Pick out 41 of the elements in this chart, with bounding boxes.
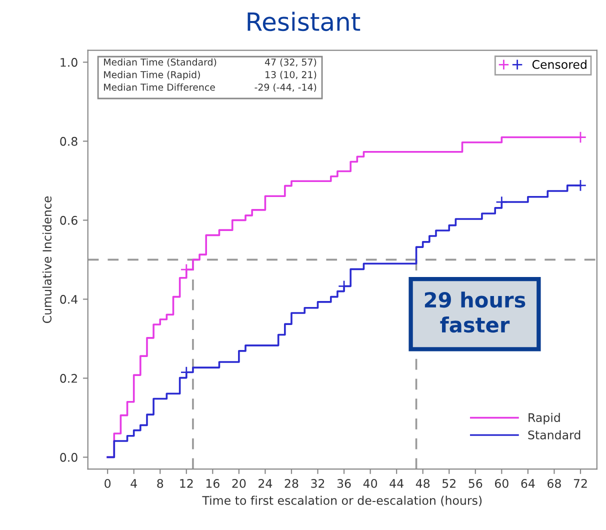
annotation: Median Time (Standard) (104, 58, 216, 67)
annotation: -29 (-44, -14) (254, 83, 316, 92)
x-tick-label: 52 (442, 478, 456, 488)
x-tick-label: 28 (284, 478, 298, 488)
annotation: Median Time (Rapid) (104, 70, 200, 80)
x-axis-title: Time to first escalation or de-escalation (hours) (202, 496, 482, 506)
x-tick-label: 44 (390, 479, 404, 488)
annotation: 29 hours faster (424, 292, 526, 333)
y-tick-label: 0.6 (60, 216, 78, 225)
x-tick-label: 20 (232, 478, 246, 488)
x-tick-label: 0 (104, 478, 111, 488)
y-tick-label: 1.0 (60, 58, 78, 67)
y-axis-title: Cumulative Incidence (42, 196, 52, 323)
point (574, 179, 587, 192)
x-tick-label: 48 (416, 478, 430, 488)
y-tick-label: 0.4 (60, 294, 78, 304)
x-tick-label: 32 (311, 478, 324, 488)
x-tick-label: 40 (363, 478, 378, 488)
chart-title: Resistant (248, 12, 360, 32)
annotation: 47 (32, 57) (264, 58, 316, 67)
legend-label: Censored (532, 60, 586, 69)
point (180, 264, 192, 276)
y-tick-label: 0.2 (60, 374, 77, 383)
x-tick-label: 16 (206, 478, 220, 488)
x-tick-label: 64 (521, 478, 535, 488)
legend-label: Standard (528, 430, 580, 440)
x-tick-label: 72 (574, 478, 587, 488)
x-tick-label: 56 (468, 478, 482, 488)
point (496, 196, 508, 208)
x-tick-label: 60 (494, 478, 508, 488)
annotation: Median Time Difference (104, 83, 215, 91)
legend-label: Rapid (528, 412, 560, 424)
annotation: 13 (10, 21) (266, 70, 316, 80)
x-tick-label: 68 (548, 478, 561, 488)
x-tick-label: 8 (157, 478, 164, 488)
y-tick-label: 0.0 (60, 452, 78, 462)
x-tick-label: 36 (337, 478, 351, 488)
y-tick-label: 0.8 (60, 136, 78, 146)
x-tick-label: 12 (180, 478, 193, 488)
x-tick-label: 4 (130, 479, 137, 488)
x-tick-label: 24 (258, 478, 272, 488)
